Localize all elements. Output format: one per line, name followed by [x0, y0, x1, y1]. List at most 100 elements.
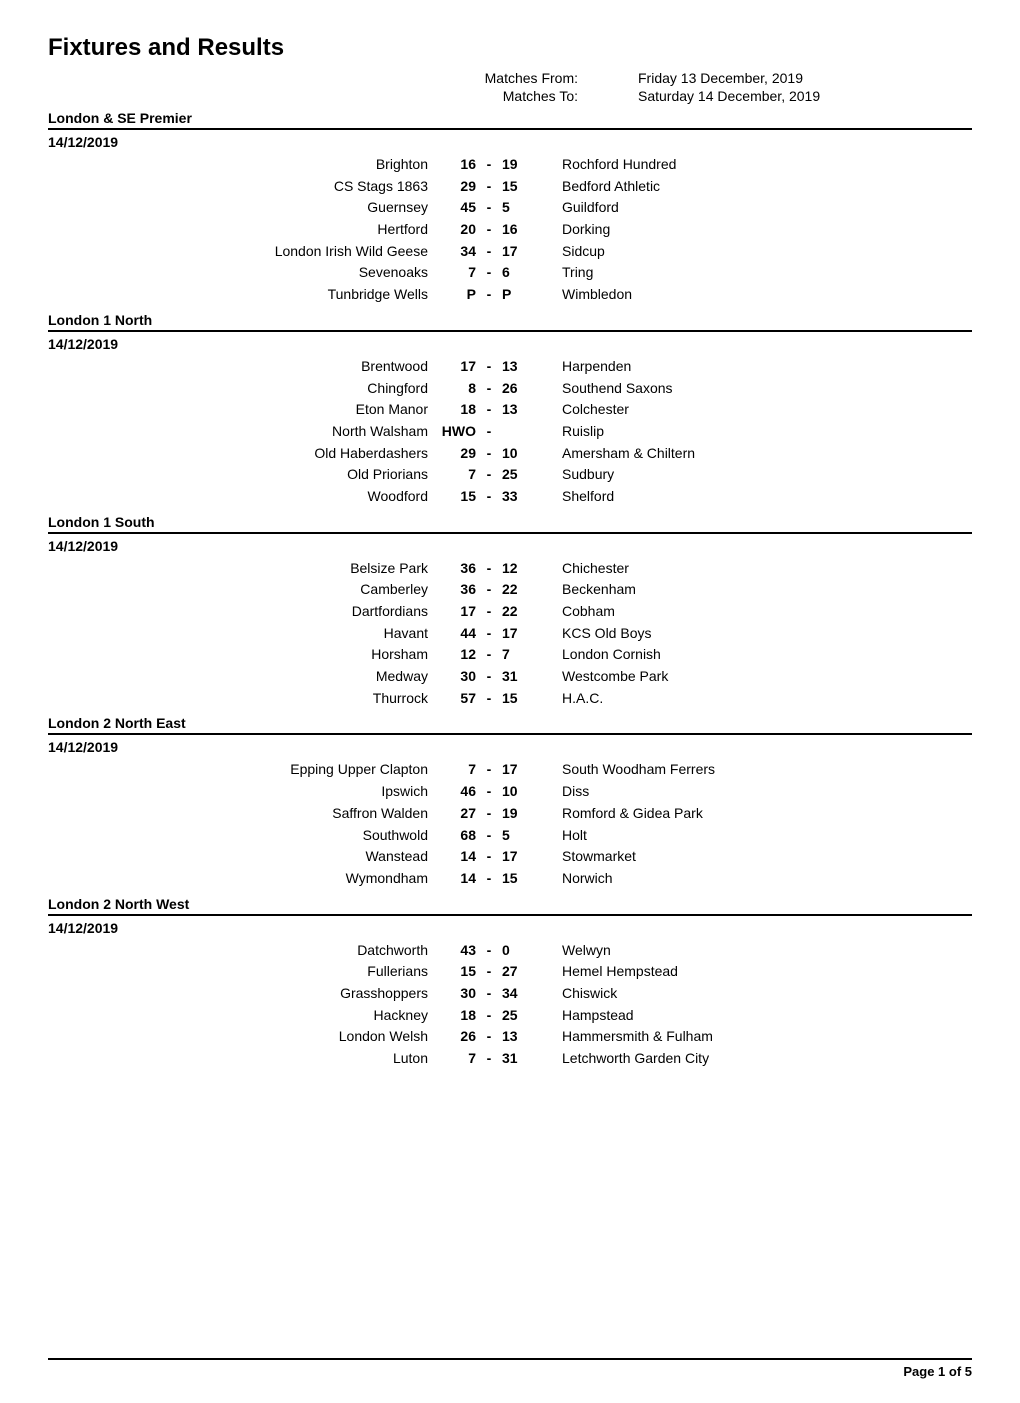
fixture-row: London Irish Wild Geese34-17Sidcup — [48, 241, 972, 263]
home-score: 7 — [438, 262, 476, 284]
away-score: 6 — [502, 262, 540, 284]
home-score: P — [438, 284, 476, 306]
score-dash: - — [476, 1026, 502, 1048]
home-team: Wanstead — [48, 846, 438, 868]
home-team: Brentwood — [48, 356, 438, 378]
home-score: 43 — [438, 940, 476, 962]
away-score: 17 — [502, 241, 540, 263]
away-score: 22 — [502, 579, 540, 601]
score-dash: - — [476, 176, 502, 198]
home-score: HWO — [438, 421, 476, 443]
fixture-row: Medway30-31Westcombe Park — [48, 666, 972, 688]
fixture-row: Thurrock57-15H.A.C. — [48, 688, 972, 710]
away-score: 13 — [502, 356, 540, 378]
fixture-row: Guernsey45-5Guildford — [48, 197, 972, 219]
score-dash: - — [476, 284, 502, 306]
away-score: 5 — [502, 197, 540, 219]
home-score: 26 — [438, 1026, 476, 1048]
fixture-row: Sevenoaks7-6Tring — [48, 262, 972, 284]
fixture-row: Hackney18-25Hampstead — [48, 1005, 972, 1027]
away-score: 10 — [502, 443, 540, 465]
away-team: Hampstead — [540, 1005, 634, 1027]
away-score: 25 — [502, 464, 540, 486]
home-team: London Welsh — [48, 1026, 438, 1048]
home-team: London Irish Wild Geese — [48, 241, 438, 263]
away-score: 26 — [502, 378, 540, 400]
home-team: Guernsey — [48, 197, 438, 219]
away-team: Shelford — [540, 486, 614, 508]
fixture-row: Fullerians15-27Hemel Hempstead — [48, 961, 972, 983]
home-score: 12 — [438, 644, 476, 666]
fixture-date: 14/12/2019 — [48, 538, 972, 554]
away-team: Harpenden — [540, 356, 631, 378]
home-score: 17 — [438, 356, 476, 378]
score-dash: - — [476, 983, 502, 1005]
away-team: Hemel Hempstead — [540, 961, 678, 983]
away-team: Westcombe Park — [540, 666, 668, 688]
home-score: 18 — [438, 1005, 476, 1027]
page-title: Fixtures and Results — [48, 34, 972, 62]
away-score: 10 — [502, 781, 540, 803]
home-team: Datchworth — [48, 940, 438, 962]
fixture-date: 14/12/2019 — [48, 739, 972, 755]
league-header: London 1 North — [48, 312, 972, 332]
home-score: 68 — [438, 825, 476, 847]
away-team: H.A.C. — [540, 688, 603, 710]
meta-row-from: Matches From: Friday 13 December, 2019 — [48, 70, 972, 86]
home-team: CS Stags 1863 — [48, 176, 438, 198]
fixture-row: Saffron Walden27-19Romford & Gidea Park — [48, 803, 972, 825]
home-team: Horsham — [48, 644, 438, 666]
home-team: Wymondham — [48, 868, 438, 890]
fixture-row: Havant44-17KCS Old Boys — [48, 623, 972, 645]
home-score: 15 — [438, 961, 476, 983]
page-footer: Page 1 of 5 — [48, 1358, 972, 1379]
home-score: 7 — [438, 1048, 476, 1070]
league-header: London 2 North East — [48, 715, 972, 735]
home-team: Old Haberdashers — [48, 443, 438, 465]
home-team: Belsize Park — [48, 558, 438, 580]
away-team: Colchester — [540, 399, 629, 421]
away-team: Chiswick — [540, 983, 617, 1005]
home-score: 36 — [438, 579, 476, 601]
score-dash: - — [476, 868, 502, 890]
away-score: 33 — [502, 486, 540, 508]
score-dash: - — [476, 803, 502, 825]
league-header: London 2 North West — [48, 896, 972, 916]
home-team: Brighton — [48, 154, 438, 176]
fixture-row: Brighton16-19Rochford Hundred — [48, 154, 972, 176]
away-score: 34 — [502, 983, 540, 1005]
home-team: Grasshoppers — [48, 983, 438, 1005]
home-team: Tunbridge Wells — [48, 284, 438, 306]
away-team: Chichester — [540, 558, 629, 580]
score-dash: - — [476, 688, 502, 710]
fixture-row: Grasshoppers30-34Chiswick — [48, 983, 972, 1005]
away-score: 13 — [502, 1026, 540, 1048]
score-dash: - — [476, 1048, 502, 1070]
home-team: Havant — [48, 623, 438, 645]
fixture-row: Woodford15-33Shelford — [48, 486, 972, 508]
home-team: Medway — [48, 666, 438, 688]
fixture-row: CS Stags 186329-15Bedford Athletic — [48, 176, 972, 198]
fixture-row: Wanstead14-17Stowmarket — [48, 846, 972, 868]
fixture-row: Camberley36-22Beckenham — [48, 579, 972, 601]
home-score: 14 — [438, 868, 476, 890]
away-team: Hammersmith & Fulham — [540, 1026, 713, 1048]
fixture-row: Chingford8-26Southend Saxons — [48, 378, 972, 400]
home-team: Sevenoaks — [48, 262, 438, 284]
home-team: Camberley — [48, 579, 438, 601]
fixture-row: Epping Upper Clapton7-17South Woodham Fe… — [48, 759, 972, 781]
home-team: Dartfordians — [48, 601, 438, 623]
home-team: Saffron Walden — [48, 803, 438, 825]
home-score: 45 — [438, 197, 476, 219]
score-dash: - — [476, 666, 502, 688]
away-score: 16 — [502, 219, 540, 241]
fixture-date: 14/12/2019 — [48, 336, 972, 352]
score-dash: - — [476, 378, 502, 400]
meta-from-label: Matches From: — [48, 70, 638, 86]
away-team: South Woodham Ferrers — [540, 759, 715, 781]
away-score: 15 — [502, 176, 540, 198]
home-score: 7 — [438, 464, 476, 486]
away-team: Sidcup — [540, 241, 605, 263]
away-team: Bedford Athletic — [540, 176, 660, 198]
home-score: 44 — [438, 623, 476, 645]
